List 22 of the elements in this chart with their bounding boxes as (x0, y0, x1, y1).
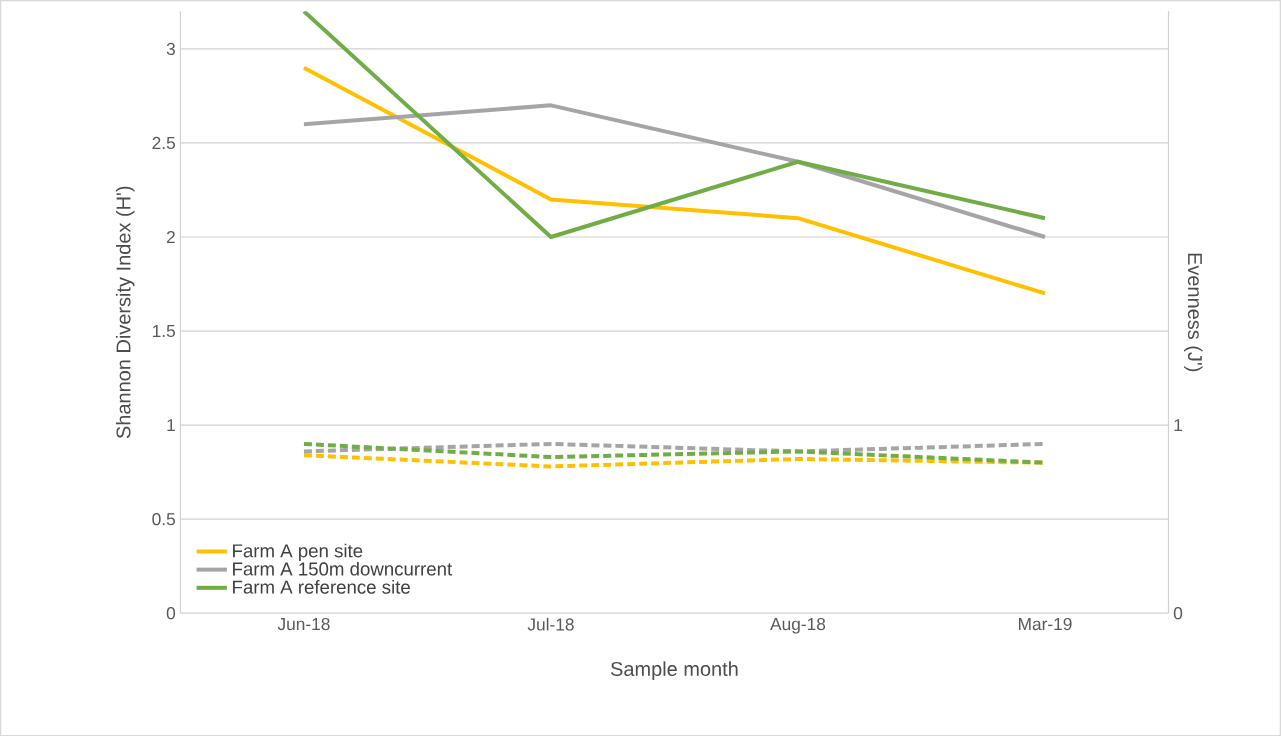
y2-tick-label: 1 (1174, 418, 1182, 431)
legend-label: Farm A pen site (233, 543, 363, 561)
y-axis-title: Shannon Diversity Index (H') (115, 186, 135, 438)
legend-label: Farm A 150m downcurrent (233, 561, 453, 576)
x-tick-label: Jul-18 (527, 617, 574, 631)
line-series (301, 11, 1047, 239)
legend-label: Farm A reference site (233, 579, 410, 594)
y-tick-label: 0.5 (152, 512, 175, 526)
x-axis-title: Sample month (610, 661, 738, 680)
y2-tick-label: 0 (1173, 606, 1183, 620)
line-series (301, 65, 1047, 296)
y2-axis-title: Evenness (J') (1183, 253, 1203, 371)
x-tick-label: Aug-18 (770, 617, 826, 634)
line-series (301, 103, 1047, 239)
y-tick-label: 0 (166, 606, 176, 620)
y-tick-label: 1.5 (152, 324, 175, 337)
x-tick-label: Mar-19 (1018, 617, 1072, 630)
y-tick-label: 2 (166, 230, 175, 243)
x-tick-label: Jun-18 (277, 617, 330, 630)
y-tick-label: 3 (166, 42, 175, 55)
y-tick-label: 2.5 (152, 136, 175, 149)
y-tick-label: 1 (167, 418, 175, 431)
